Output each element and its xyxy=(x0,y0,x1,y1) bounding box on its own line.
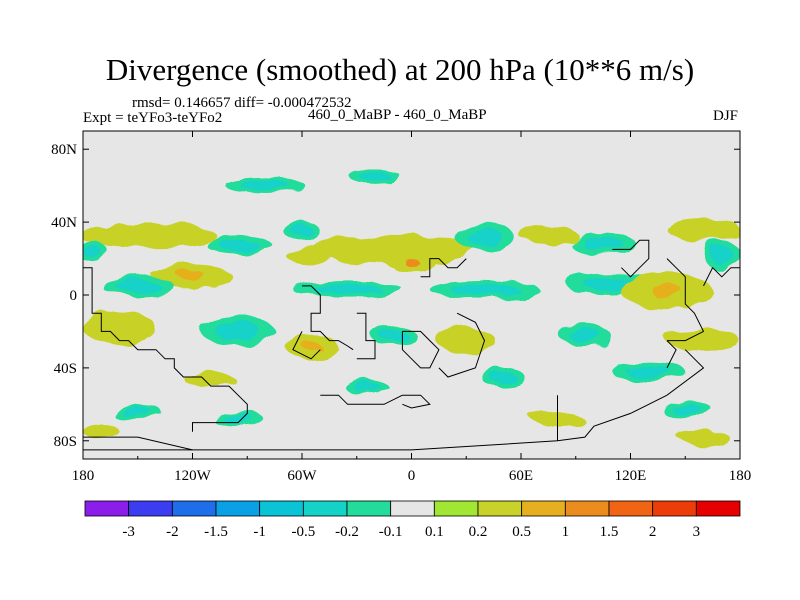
colorbar-swatch xyxy=(259,500,304,517)
neg-patch-mid xyxy=(626,364,672,379)
colorbar-label: -0.5 xyxy=(291,524,315,540)
colorbar-label: -0.2 xyxy=(335,524,359,540)
colorbar-swatch xyxy=(171,500,217,517)
x-tick-label: 180 xyxy=(729,468,752,484)
colorbar-swatch xyxy=(564,500,610,517)
coastlines xyxy=(83,239,740,451)
x-axis: 180 120W 60W 0 60E 120E 180 xyxy=(72,131,752,484)
colorbar-swatch xyxy=(477,500,523,517)
season-label: DJF xyxy=(712,108,738,124)
neg-patch-mid xyxy=(83,244,102,258)
chart-title: Divergence (smoothed) at 200 hPa (10**6 … xyxy=(105,52,695,87)
y-tick-label: 0 xyxy=(70,288,78,304)
colorbar-swatch xyxy=(608,500,654,517)
pos-patch-core xyxy=(302,341,321,351)
colorbar-label: 1 xyxy=(562,524,570,540)
pos-patch-core xyxy=(178,272,207,281)
colorbar-label: 0.2 xyxy=(469,524,488,540)
x-tick-label: 60E xyxy=(509,468,533,484)
colorbar-label: -1.5 xyxy=(204,524,228,540)
coastline-segment xyxy=(703,266,740,287)
colorbar: -3 -2 -1.5 -1 -0.5 -0.2 -0.1 0.1 0.2 0.5 1 1.5 2 3 xyxy=(84,500,741,540)
colorbar-swatch xyxy=(128,500,173,517)
colorbar-swatch xyxy=(390,500,435,517)
colorbar-swatch xyxy=(521,500,566,517)
pos-patch-core xyxy=(403,259,420,266)
neg-patch-mid xyxy=(290,225,314,237)
neg-patch-mid xyxy=(222,414,254,424)
pos-patch-mid xyxy=(342,240,445,259)
x-tick-label: 60W xyxy=(287,468,317,484)
pos-patch-mid xyxy=(103,228,190,242)
colorbar-swatch xyxy=(302,500,348,517)
colorbar-label: 2 xyxy=(649,524,657,540)
neg-patch-mid xyxy=(379,328,407,342)
neg-patch-mid xyxy=(217,238,259,250)
neg-patch-mid xyxy=(569,328,601,342)
pos-patch-core xyxy=(651,284,683,298)
pos-patch-mid xyxy=(194,376,227,386)
colorbar-label: -1 xyxy=(253,524,266,540)
neg-patch-mid xyxy=(669,403,702,413)
rmsd-diff-stats: rmsd= 0.146657 diff= -0.000472532 xyxy=(132,95,352,111)
neg-patch-mid xyxy=(710,246,734,264)
neg-patch-mid xyxy=(489,371,517,383)
coastline-segment xyxy=(612,239,650,278)
colorbar-swatch xyxy=(433,500,479,517)
colorbar-label: -0.1 xyxy=(379,524,403,540)
pos-patch-mid xyxy=(680,333,727,348)
colorbar-swatch xyxy=(695,500,741,517)
divergence-field xyxy=(83,169,740,445)
colorbar-label: 3 xyxy=(693,524,701,540)
pos-patch-mid xyxy=(448,332,485,349)
colorbar-swatch xyxy=(346,500,392,517)
neg-patch-mid xyxy=(466,227,503,246)
colorbar-label: -2 xyxy=(166,524,179,540)
colorbar-label: -3 xyxy=(122,524,135,540)
x-tick-label: 120W xyxy=(174,468,212,484)
colorbar-swatch xyxy=(84,500,130,517)
pos-patch-mid xyxy=(96,317,143,338)
coastline-segment xyxy=(402,394,431,409)
colorbar-swatch xyxy=(215,500,261,517)
coastline-segment xyxy=(420,258,467,278)
colorbar-label: 0.1 xyxy=(425,524,444,540)
coastline-segment xyxy=(83,267,248,432)
pos-patch-mid xyxy=(687,432,720,442)
coastline-segment xyxy=(292,331,321,360)
case-label: 460_0_MaBP - 460_0_MaBP xyxy=(308,107,487,123)
x-tick-label: 180 xyxy=(72,468,95,484)
neg-patch-mid xyxy=(450,284,519,295)
neg-patch-mid xyxy=(359,172,391,181)
x-tick-label: 120E xyxy=(615,468,647,484)
y-axis: 80N 40N 0 40S 80S xyxy=(51,142,740,450)
coastline-segment xyxy=(401,330,440,369)
colorbar-swatch xyxy=(652,500,697,517)
y-tick-label: 40N xyxy=(51,215,77,231)
neg-patch-mid xyxy=(582,237,624,251)
y-tick-label: 80S xyxy=(54,434,77,450)
coastline-segment xyxy=(666,258,705,342)
x-tick-label: 0 xyxy=(408,468,416,484)
pos-patch-mid xyxy=(530,229,567,241)
neg-patch-mid xyxy=(121,409,154,418)
colorbar-label: 0.5 xyxy=(512,524,531,540)
neg-patch-mid xyxy=(313,284,382,295)
pos-patch-mid xyxy=(680,222,727,236)
coastline-segment xyxy=(302,285,354,351)
coastline-segment xyxy=(320,394,403,405)
coastline-segment xyxy=(666,340,677,369)
coastline-segment xyxy=(356,312,376,360)
y-tick-label: 80N xyxy=(51,142,77,158)
colorbar-label: 1.5 xyxy=(600,524,619,540)
y-tick-label: 40S xyxy=(54,361,77,377)
neg-patch-mid xyxy=(240,181,291,191)
neg-patch-mid xyxy=(115,280,161,292)
experiment-label: Expt = teYFo3-teYFo2 xyxy=(83,110,223,126)
coastline-segment xyxy=(438,312,486,378)
pos-patch-mid xyxy=(89,427,113,437)
neg-patch-mid xyxy=(352,381,380,391)
neg-patch-mid xyxy=(215,322,261,341)
